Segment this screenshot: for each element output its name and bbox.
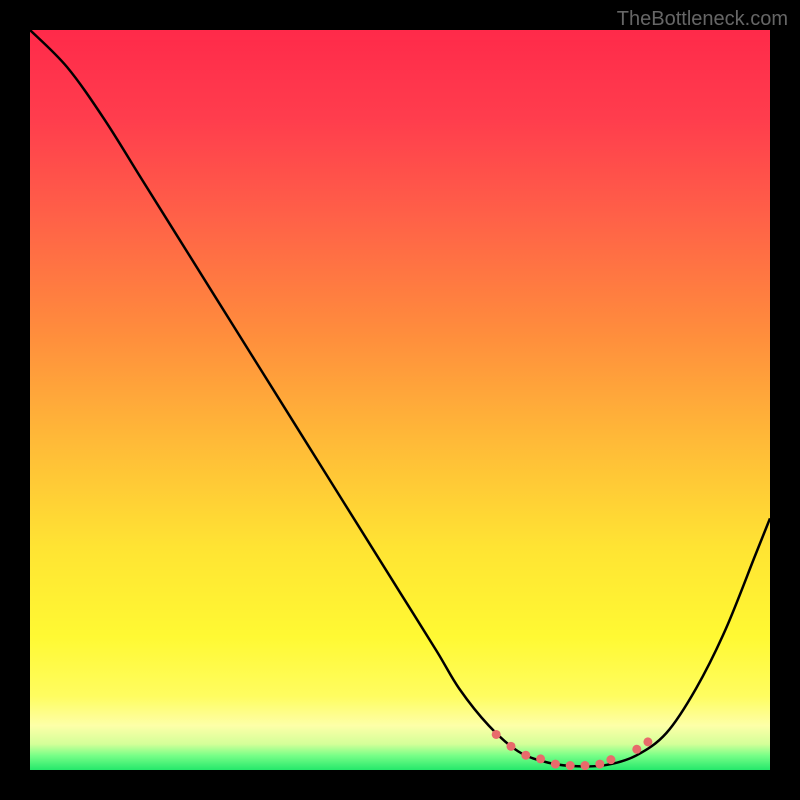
curve-marker bbox=[536, 754, 545, 763]
curve-marker bbox=[521, 751, 530, 760]
curve-marker bbox=[643, 737, 652, 746]
curve-marker bbox=[551, 760, 560, 769]
curve-marker bbox=[581, 761, 590, 770]
chart-container bbox=[30, 30, 770, 770]
curve-marker bbox=[595, 760, 604, 769]
chart-curve-layer bbox=[30, 30, 770, 770]
curve-marker bbox=[632, 745, 641, 754]
curve-marker bbox=[606, 755, 615, 764]
bottleneck-curve bbox=[30, 30, 770, 766]
curve-marker bbox=[507, 742, 516, 751]
watermark-text: TheBottleneck.com bbox=[617, 8, 788, 31]
curve-marker bbox=[492, 730, 501, 739]
curve-marker bbox=[566, 761, 575, 770]
